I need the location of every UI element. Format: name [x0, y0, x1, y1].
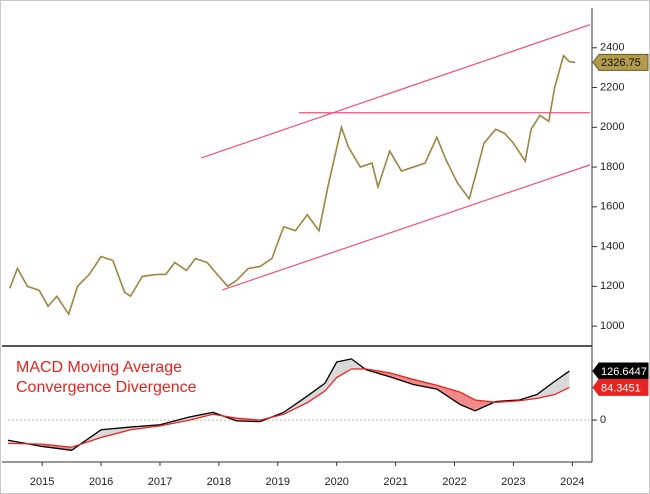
y-tick-label: 1400	[600, 240, 624, 252]
last-value-tag	[592, 362, 649, 380]
x-tick-label: 2016	[89, 476, 113, 488]
last-value-tag	[592, 53, 649, 71]
series-line	[9, 54, 576, 317]
macd-fill	[389, 372, 414, 385]
trend-line	[201, 24, 591, 159]
y-tick-label: 2400	[600, 42, 624, 54]
x-tick-label: 2020	[324, 476, 348, 488]
series-line	[7, 358, 570, 451]
macd-fill	[307, 383, 325, 403]
y-tick-label: 0	[600, 414, 606, 426]
macd-title: Convergence Divergence	[16, 379, 197, 396]
x-tick-label: 2015	[30, 476, 54, 488]
last-value-label: 84.3451	[601, 382, 641, 394]
y-tick-label: 1800	[600, 161, 624, 173]
macd-fill	[536, 381, 555, 399]
last-value-tag	[592, 378, 649, 396]
x-tick-label: 2018	[207, 476, 231, 488]
macd-fill	[413, 379, 437, 390]
macd-title: MACD Moving Average	[16, 359, 182, 376]
last-value-label: 126.6447	[601, 366, 647, 378]
x-tick-label: 2021	[383, 476, 407, 488]
macd-fill	[336, 358, 352, 378]
x-tick-label: 2022	[442, 476, 466, 488]
x-tick-label: 2017	[148, 476, 172, 488]
y-tick-label: 2000	[600, 121, 624, 133]
trend-line	[222, 164, 591, 291]
y-tick-label: 1200	[600, 280, 624, 292]
macd-fill	[436, 385, 461, 405]
y-tick-label: 2200	[600, 81, 624, 93]
x-tick-label: 2023	[501, 476, 525, 488]
y-tick-label: 1600	[600, 201, 624, 213]
series-line	[7, 368, 570, 448]
x-tick-label: 2024	[560, 476, 584, 488]
macd-fill	[324, 362, 337, 392]
last-value-label: 2326.75	[601, 57, 641, 69]
y-tick-label: 1000	[600, 320, 624, 332]
x-tick-label: 2019	[266, 476, 290, 488]
